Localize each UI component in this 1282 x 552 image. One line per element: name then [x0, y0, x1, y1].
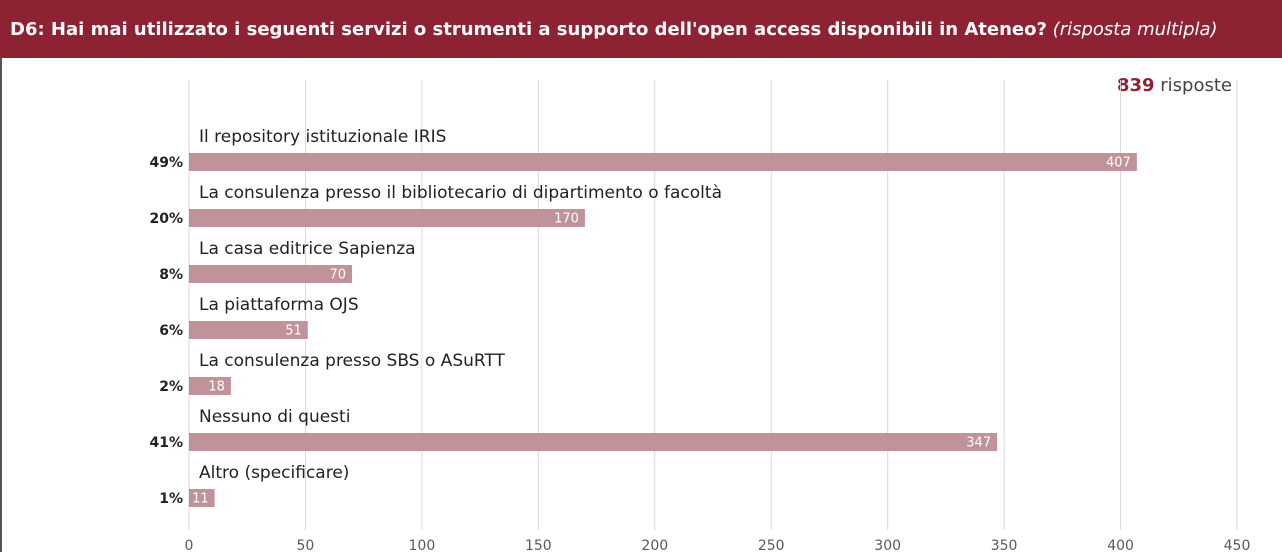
header-bar: [0, 0, 1282, 58]
value-label: 51: [285, 324, 302, 339]
x-tick-label: 200: [641, 538, 668, 552]
response-count: 839: [1117, 75, 1155, 96]
percent-label: 20%: [149, 211, 183, 227]
x-tick-label: 300: [874, 538, 901, 552]
value-label: 11: [192, 492, 209, 507]
percent-label: 49%: [149, 155, 183, 171]
value-label: 70: [329, 268, 346, 283]
value-label: 407: [1106, 156, 1131, 171]
bar: [189, 321, 308, 339]
category-label: La casa editrice Sapienza: [199, 239, 416, 259]
x-tick-label: 400: [1107, 538, 1134, 552]
category-label: Nessuno di questi: [199, 407, 350, 427]
annotation: 839 risposte: [1117, 75, 1232, 96]
percent-label: 41%: [149, 435, 183, 451]
x-tick-label: 350: [991, 538, 1018, 552]
category-label: La consulenza presso SBS o ASuRTT: [199, 351, 506, 371]
plot: 0 50 100 150 200 250 300 350 400 450 Il repository…: [149, 80, 1250, 552]
bar: [189, 433, 998, 451]
bar: [189, 153, 1137, 171]
chart-title: D6: Hai mai utilizzato i seguenti serviz…: [10, 19, 1047, 40]
x-tick-label: 100: [409, 538, 436, 552]
value-label: 18: [208, 380, 225, 395]
x-tick-label: 250: [758, 538, 785, 552]
percent-label: 8%: [159, 267, 183, 283]
x-tick-label: 450: [1224, 538, 1251, 552]
category-label: Il repository istituzionale IRIS: [199, 127, 446, 147]
x-tick-label: 0: [185, 538, 194, 552]
bar: [189, 489, 215, 507]
percent-label: 6%: [159, 323, 183, 339]
category-label: La piattaforma OJS: [199, 295, 359, 315]
value-label: 347: [966, 436, 991, 451]
header: D6: Hai mai utilizzato i seguenti serviz…: [10, 19, 1218, 40]
percent-label: 1%: [159, 491, 183, 507]
chart-subtitle: (risposta multipla): [1053, 19, 1218, 40]
category-label: La consulenza presso il bibliotecario di…: [199, 183, 722, 203]
percent-label: 2%: [159, 379, 183, 395]
response-text: risposte: [1160, 75, 1232, 96]
value-label: 170: [554, 212, 579, 227]
category-label: Altro (specificare): [199, 463, 349, 483]
x-tick-label: 50: [297, 538, 315, 552]
x-tick-label: 150: [525, 538, 552, 552]
bar: [189, 209, 585, 227]
bar: [189, 265, 353, 283]
bar: [189, 377, 231, 395]
